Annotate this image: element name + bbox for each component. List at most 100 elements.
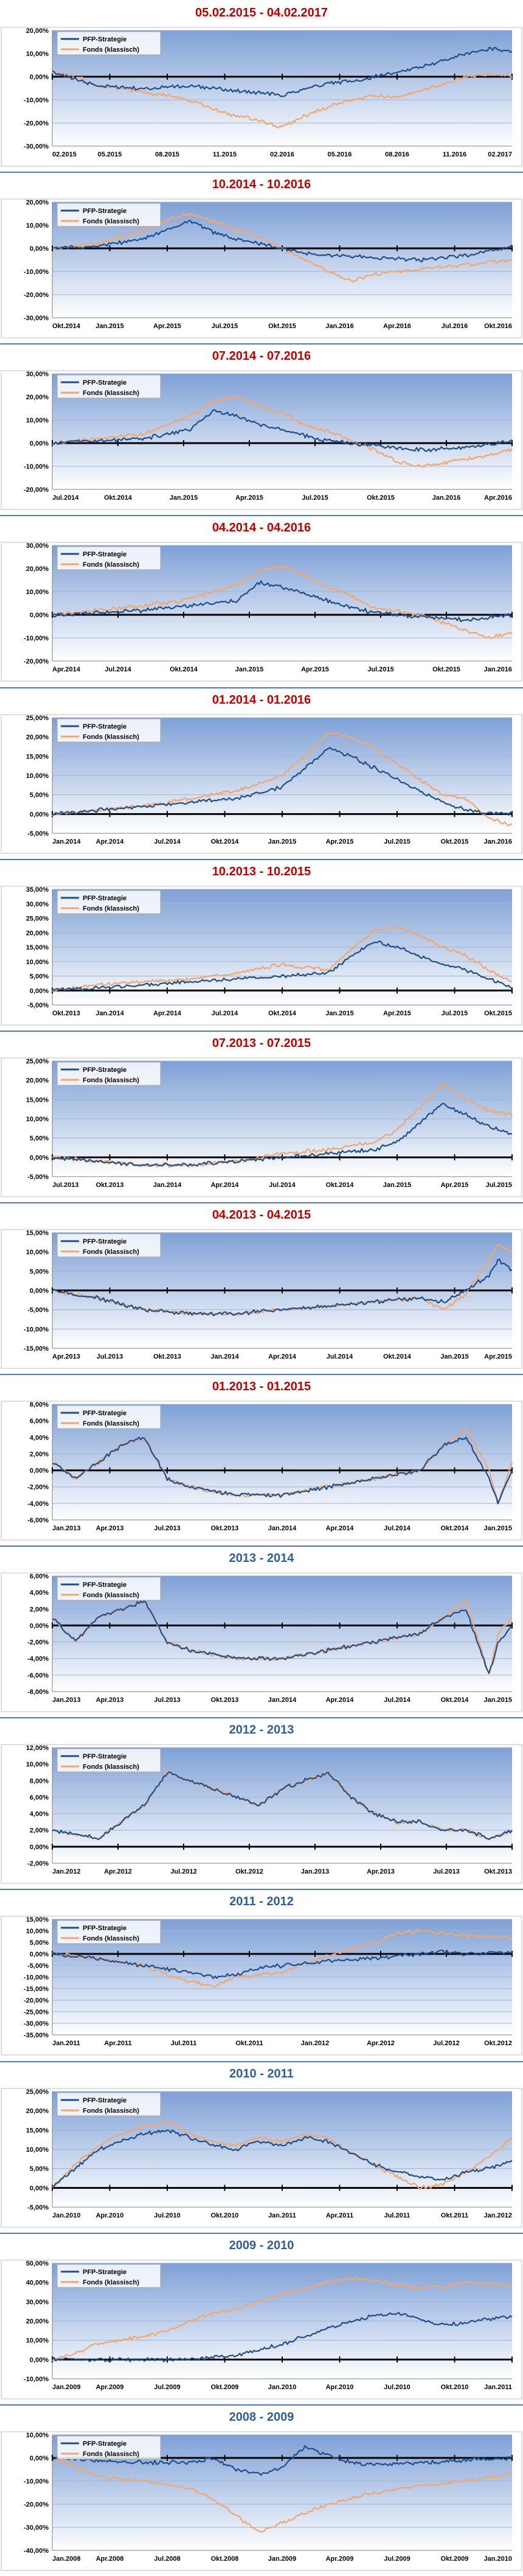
legend-label: Fonds (klassisch) (83, 218, 139, 225)
x-tick-label: Jan.2009 (52, 2384, 80, 2391)
x-tick-label: Jul.2008 (154, 2555, 180, 2563)
legend-label: Fonds (klassisch) (83, 1077, 139, 1084)
legend-label: PFP-Strategie (83, 1238, 126, 1245)
y-tick-label: 0,00% (30, 440, 49, 447)
series-line-fund (52, 925, 513, 992)
y-tick-label: 4,00% (30, 1434, 49, 1441)
y-tick-label: -40,00% (24, 2547, 49, 2555)
x-tick-label: Apr.2016 (383, 323, 411, 330)
x-tick-label: Okt.2015 (268, 323, 296, 330)
y-tick-label: 10,00% (26, 1249, 49, 1256)
chart-title: 01.2014 - 01.2016 (212, 693, 311, 707)
legend (57, 1920, 161, 1944)
chart-title: 2013 - 2014 (229, 1552, 294, 1566)
panel-separator (0, 1374, 523, 1376)
x-tick-label: Jan.2015 (268, 838, 296, 845)
x-tick-label: Jan.2015 (440, 1353, 468, 1360)
series-line-strategy (52, 220, 513, 263)
x-tick-label: Apr.2014 (211, 1181, 240, 1189)
series-line-strategy (52, 2312, 513, 2362)
legend (57, 890, 161, 914)
line-chart: 20,00%10,00%0,00%-10,00%-20,00%-30,00%Ok… (1, 198, 522, 338)
x-tick-label: Apr.2014 (153, 1010, 182, 1017)
series-line-strategy (52, 1600, 513, 1675)
y-tick-label: 5,00% (30, 973, 49, 980)
y-tick-label: 0,00% (30, 1154, 49, 1161)
x-tick-label: Apr.2011 (326, 2212, 353, 2219)
y-tick-label: 15,00% (26, 944, 49, 951)
x-tick-label: 02.2017 (488, 151, 512, 158)
chart-title: 04.2014 - 04.2016 (212, 521, 311, 535)
chart-title: 2011 - 2012 (229, 1895, 294, 1909)
panel-separator (0, 2404, 523, 2406)
y-tick-label: 0,00% (30, 811, 49, 818)
y-tick-label: 40,00% (26, 2279, 49, 2286)
y-tick-label: 30,00% (26, 542, 49, 550)
chart-panel: 10.2014 - 10.2016 20,00% 10,00% 0,00% -10,00… (0, 172, 523, 343)
y-tick-label: 0,00% (30, 245, 49, 253)
x-tick-label: Jan.2015 (95, 323, 123, 330)
x-tick-label: Okt.2014 (170, 666, 198, 673)
y-tick-label: 2,00% (30, 1451, 49, 1458)
chart-panel: 04.2013 - 04.2015 15,00% 10,00% 5,00% 0,00% -… (0, 1202, 523, 1374)
y-tick-label: 6,00% (30, 1418, 49, 1425)
chart-panel: 2012 - 2013 12,00% 10,00% 8,00% 6,00% 4,00% 2,… (0, 1717, 523, 1889)
legend-label: PFP-Strategie (83, 1925, 126, 1932)
y-tick-label: -10,00% (24, 1974, 49, 1981)
series-line-fund (52, 565, 513, 640)
x-tick-label: Jan.2014 (52, 838, 81, 845)
y-tick-label: -35,00% (24, 2032, 49, 2039)
x-tick-label: Apr.2009 (326, 2555, 354, 2563)
y-tick-label: 0,00% (30, 612, 49, 619)
y-tick-label: 20,00% (26, 2318, 49, 2325)
x-tick-label: Okt.2009 (441, 2555, 469, 2563)
series-line-fund (52, 395, 513, 468)
x-tick-label: Jul.2015 (212, 323, 238, 330)
line-chart: 25,00% 20,00% 15,00% 10,00% 5,00% 0,00% -5,00%… (1, 714, 522, 854)
line-chart: 8,00% 6,00% 4,00% 2,00% 0,00% -2,00% -4,00% -6,… (1, 1401, 522, 1541)
x-tick-label: Jan.2015 (325, 1010, 353, 1017)
y-tick-label: 15,00% (26, 1096, 49, 1104)
x-tick-label: Okt.2015 (432, 666, 460, 673)
legend-label: Fonds (klassisch) (83, 1592, 139, 1599)
y-tick-label: 20,00% (26, 2107, 49, 2115)
y-tick-label: 20,00% (26, 565, 49, 573)
x-tick-label: 08.2015 (155, 151, 179, 158)
x-tick-label: Apr.2008 (96, 2555, 124, 2563)
x-tick-label: Apr.2014 (326, 1525, 355, 1532)
y-tick-label: 10,00% (26, 51, 49, 58)
y-tick-label: 0,00% (30, 2185, 49, 2192)
legend-label: Fonds (klassisch) (83, 2107, 139, 2115)
x-tick-label: Jan.2010 (52, 2212, 80, 2219)
line-chart: 25,00% 20,00% 15,00% 10,00% 5,00% 0,00% -5,00%… (1, 2088, 522, 2228)
y-tick-label: 6,00% (30, 1794, 49, 1802)
x-tick-label: Jan.2016 (432, 494, 460, 502)
series-line-fund (52, 2121, 513, 2190)
y-tick-label: 10,00% (26, 417, 49, 424)
legend (57, 31, 161, 55)
x-tick-label: Jan.2008 (52, 2555, 80, 2563)
y-tick-label: 10,00% (26, 589, 49, 596)
legend (57, 203, 161, 227)
x-tick-label: Okt.2013 (211, 1525, 239, 1532)
y-tick-label: 20,00% (26, 199, 49, 206)
chart-panel: 2010 - 2011 25,00% 20,00% 15,00% 10,00% 5,00%… (0, 2060, 523, 2233)
x-tick-label: Jan.2014 (268, 1696, 297, 1704)
x-tick-label: Okt.2014 (52, 323, 81, 330)
x-tick-label: Okt.2009 (211, 2384, 239, 2391)
line-chart: 50,00% 40,00% 30,00% 20,00% 10,00% 0,00% -10,0… (1, 2259, 522, 2399)
x-tick-label: Jan.2013 (52, 1525, 80, 1532)
legend-label: PFP-Strategie (83, 2269, 126, 2276)
y-tick-label: -30,00% (24, 2020, 49, 2028)
y-tick-label: 4,00% (30, 1589, 49, 1597)
y-tick-label: 25,00% (26, 1058, 49, 1065)
x-tick-label: Okt.2010 (441, 2384, 469, 2391)
x-tick-label: Jul.2011 (384, 2212, 410, 2219)
y-tick-label: 30,00% (26, 900, 49, 908)
legend-label: PFP-Strategie (83, 379, 126, 387)
x-tick-label: 05.2015 (98, 151, 122, 158)
legend-label: PFP-Strategie (83, 551, 126, 558)
x-tick-label: Jul.2014 (327, 1353, 353, 1360)
x-tick-label: Okt.2013 (484, 1868, 512, 1875)
